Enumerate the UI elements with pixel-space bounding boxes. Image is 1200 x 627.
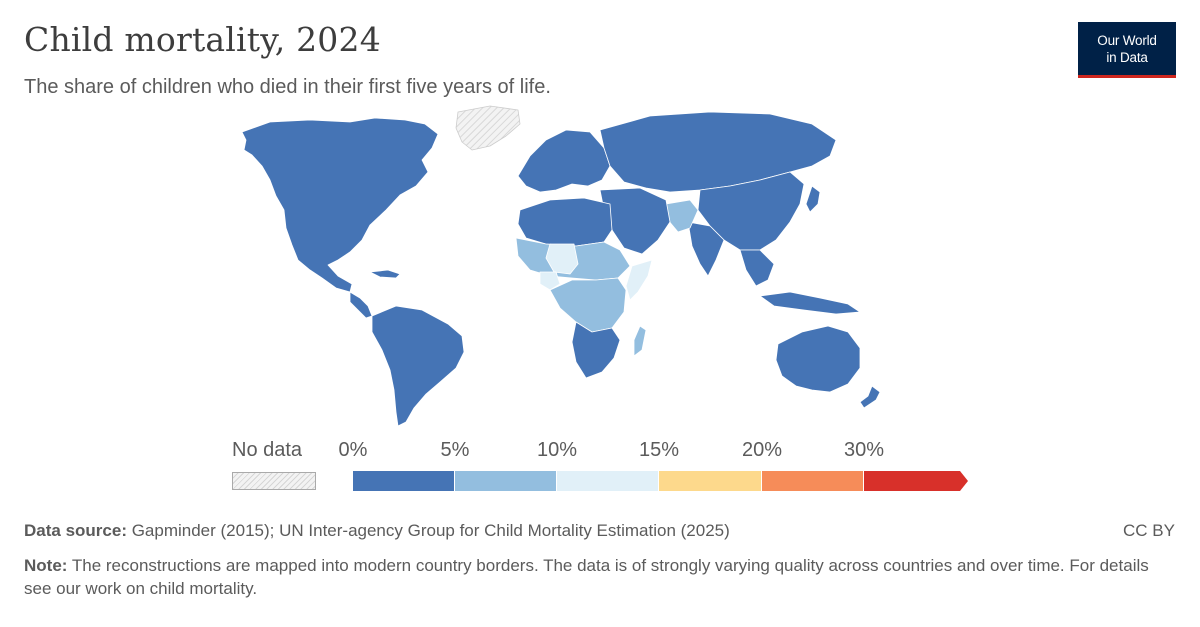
- region-new-zealand[interactable]: [859, 385, 880, 409]
- note-text: The reconstructions are mapped into mode…: [24, 556, 1149, 598]
- region-central-africa[interactable]: [549, 277, 627, 333]
- region-nigeria[interactable]: [539, 271, 561, 291]
- logo-line-1: Our World: [1097, 33, 1157, 48]
- region-russia-central-asia[interactable]: [599, 111, 837, 193]
- region-europe[interactable]: [517, 129, 611, 193]
- region-north-africa[interactable]: [517, 197, 613, 247]
- legend-arrow-icon: [960, 471, 968, 491]
- region-niger-chad[interactable]: [545, 243, 579, 275]
- note-label: Note:: [24, 556, 68, 575]
- legend-bin-10-15[interactable]: [557, 471, 659, 491]
- legend-no-data-label: No data: [232, 439, 303, 461]
- legend-no-data-swatch: [232, 472, 316, 490]
- region-greenland[interactable]: [455, 105, 521, 151]
- legend-bin-30-plus[interactable]: [864, 471, 960, 491]
- legend-tick-20: 20%: [741, 439, 783, 461]
- legend-bin-15-20[interactable]: [659, 471, 762, 491]
- region-caribbean[interactable]: [369, 269, 401, 279]
- region-southern-africa[interactable]: [571, 321, 621, 379]
- legend-tick-15: 15%: [638, 439, 680, 461]
- legend-bin-0-5[interactable]: [353, 471, 455, 491]
- data-source-label: Data source:: [24, 521, 127, 540]
- region-central-america[interactable]: [349, 291, 373, 319]
- region-japan[interactable]: [805, 185, 821, 213]
- data-source: Data source: Gapminder (2015); UN Inter-…: [24, 521, 730, 541]
- region-madagascar[interactable]: [633, 325, 647, 357]
- legend-tick-30: 30%: [843, 439, 885, 461]
- legend-bin-20-30[interactable]: [762, 471, 864, 491]
- region-southeast-asia[interactable]: [739, 249, 775, 287]
- region-north-america[interactable]: [241, 117, 439, 293]
- region-australia[interactable]: [775, 325, 861, 393]
- note: Note: The reconstructions are mapped int…: [24, 554, 1174, 600]
- region-south-asia[interactable]: [687, 221, 725, 277]
- world-map: [241, 105, 880, 427]
- chart-title: Child mortality, 2024: [24, 20, 381, 59]
- legend-tick-10: 10%: [536, 439, 578, 461]
- legend-tick-5: 5%: [440, 439, 470, 461]
- color-legend: No data 0% 5% 10% 15% 20% 30%: [222, 435, 982, 495]
- chart-subtitle: The share of children who died in their …: [24, 76, 551, 98]
- region-indonesia[interactable]: [759, 291, 861, 315]
- logo-line-2: in Data: [1106, 50, 1148, 65]
- license[interactable]: CC BY: [1123, 521, 1175, 540]
- legend-bin-5-10[interactable]: [455, 471, 557, 491]
- data-source-text: Gapminder (2015); UN Inter-agency Group …: [126, 521, 730, 540]
- owid-logo[interactable]: Our World in Data: [1078, 22, 1176, 78]
- region-south-america[interactable]: [371, 305, 465, 427]
- legend-tick-0: 0%: [338, 439, 368, 461]
- region-somalia[interactable]: [625, 259, 653, 301]
